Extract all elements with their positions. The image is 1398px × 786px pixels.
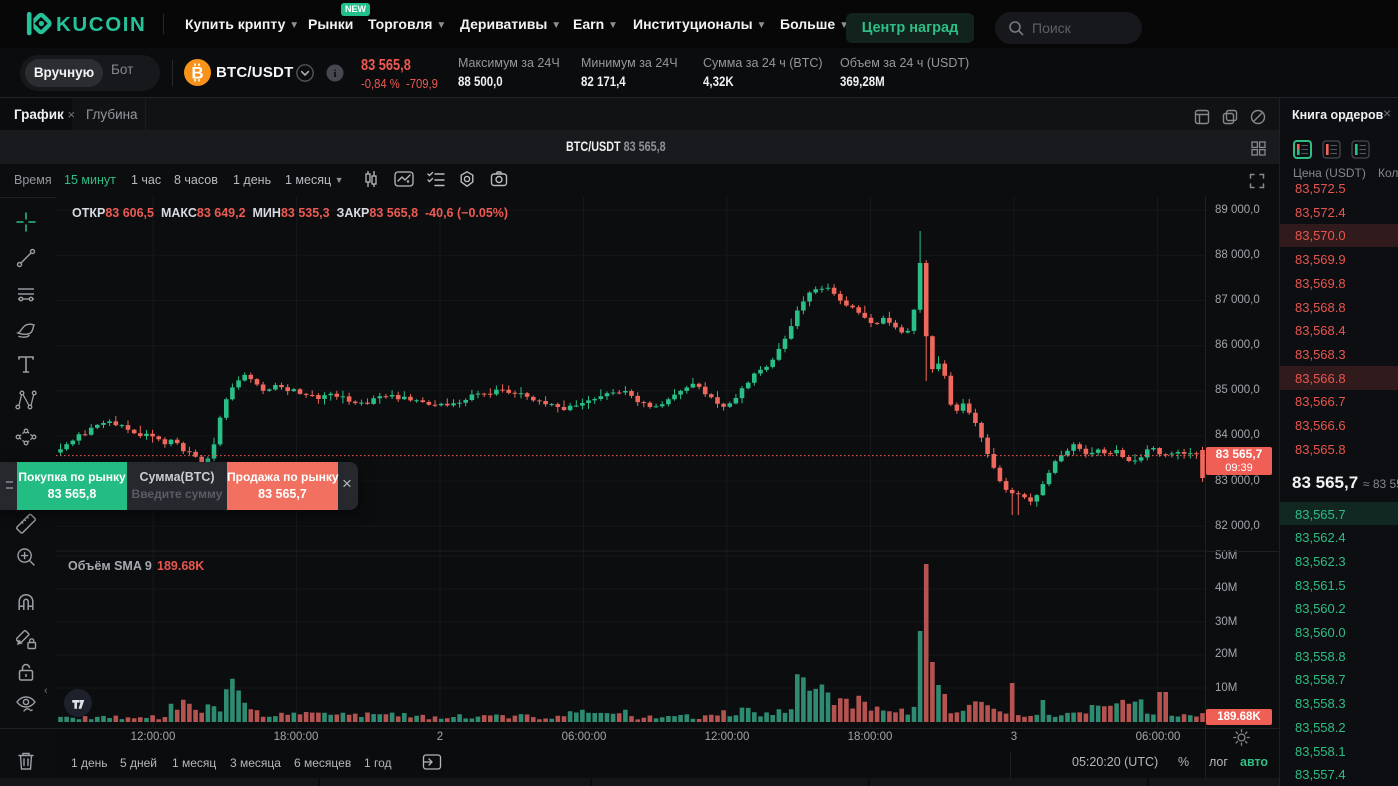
svg-text:B: B [191, 64, 203, 83]
svg-text:i: i [333, 68, 336, 80]
